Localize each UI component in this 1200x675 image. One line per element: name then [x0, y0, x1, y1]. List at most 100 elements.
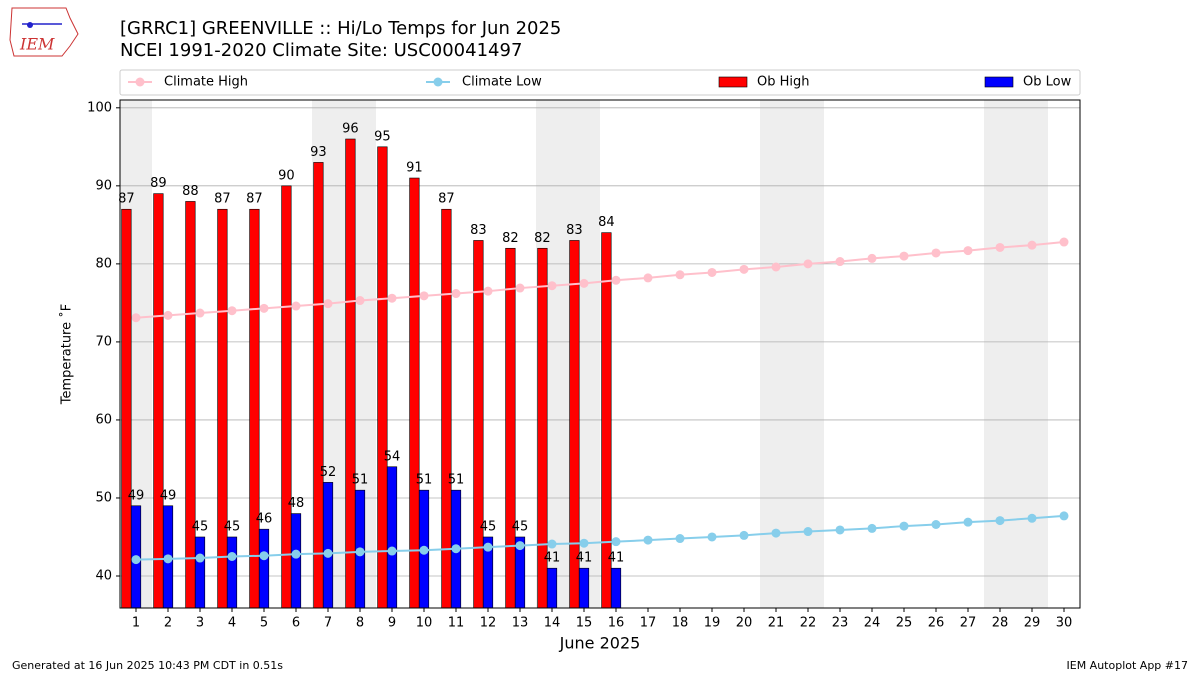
legend-swatch: [718, 76, 748, 88]
line-point: [515, 283, 525, 293]
line-point: [515, 541, 525, 551]
data-label: 45: [480, 519, 497, 534]
line-point: [259, 551, 269, 561]
bar: [290, 513, 302, 609]
line-point: [643, 273, 653, 283]
x-tick-label: 19: [704, 616, 721, 631]
data-label: 48: [288, 496, 305, 511]
x-tick-label: 15: [576, 616, 593, 631]
line-point: [387, 293, 397, 303]
y-tick-label: 80: [95, 256, 112, 271]
y-tick-label: 90: [95, 178, 112, 193]
y-tick-label: 50: [95, 490, 112, 505]
x-tick-label: 2: [164, 616, 172, 631]
data-label: 51: [416, 473, 433, 488]
x-tick-label: 13: [512, 616, 529, 631]
data-label: 96: [342, 122, 359, 137]
data-label: 87: [214, 192, 231, 207]
bar: [226, 536, 238, 609]
line-point: [1027, 240, 1037, 250]
line-point: [931, 520, 941, 530]
line-point: [771, 528, 781, 538]
x-tick-label: 25: [896, 616, 913, 631]
line-point: [227, 306, 237, 316]
bar: [505, 247, 516, 609]
x-tick-label: 10: [416, 616, 433, 631]
data-label: 45: [512, 519, 529, 534]
line-point: [483, 542, 493, 552]
line-point: [195, 553, 205, 563]
data-label: 91: [406, 161, 423, 176]
data-label: 82: [534, 231, 551, 246]
data-label: 82: [502, 231, 519, 246]
line-point: [483, 286, 493, 296]
data-label: 87: [118, 192, 135, 207]
line-point: [675, 534, 685, 544]
legend-marker: [135, 77, 145, 87]
bar: [313, 162, 324, 609]
footer-right: IEM Autoplot App #17: [1067, 659, 1189, 672]
y-tick-label: 70: [95, 334, 112, 349]
data-label: 49: [160, 488, 177, 503]
data-label: 51: [352, 473, 369, 488]
line-point: [611, 537, 621, 547]
line-point: [803, 527, 813, 537]
line-point: [291, 549, 301, 559]
line-point: [611, 275, 621, 285]
legend-label: Climate High: [164, 75, 248, 90]
bar: [322, 482, 334, 609]
line-point: [227, 551, 237, 561]
y-tick-label: 60: [95, 412, 112, 427]
data-label: 54: [384, 449, 401, 464]
line-point: [451, 289, 461, 299]
line-point: [163, 310, 173, 320]
bar: [377, 146, 388, 609]
legend-box: [119, 69, 1081, 96]
x-tick-label: 24: [864, 616, 881, 631]
x-tick-label: 30: [1056, 616, 1073, 631]
x-tick-label: 22: [800, 616, 817, 631]
x-tick-label: 23: [832, 616, 849, 631]
x-tick-label: 1: [132, 616, 140, 631]
x-tick-label: 12: [480, 616, 497, 631]
line-point: [131, 313, 141, 323]
x-tick-label: 28: [992, 616, 1009, 631]
legend-label: Ob High: [757, 75, 810, 90]
data-label: 45: [192, 519, 209, 534]
legend-label: Climate Low: [462, 75, 542, 90]
line-point: [547, 539, 557, 549]
line-point: [579, 538, 589, 548]
x-tick-label: 14: [544, 616, 561, 631]
legend-swatch: [984, 76, 1014, 88]
data-label: 84: [598, 215, 615, 230]
y-tick-label: 100: [87, 100, 112, 115]
x-tick-label: 16: [608, 616, 625, 631]
bar: [194, 536, 206, 609]
data-label: 95: [374, 129, 391, 144]
bar: [578, 567, 590, 609]
weekend-shade: [1016, 100, 1048, 608]
line-point: [675, 270, 685, 280]
line-point: [419, 291, 429, 301]
data-label: 52: [320, 465, 337, 480]
data-label: 49: [128, 488, 145, 503]
bar: [409, 177, 420, 609]
line-point: [963, 246, 973, 256]
weekend-shade: [792, 100, 824, 608]
data-label: 87: [438, 192, 455, 207]
line-point: [1059, 511, 1069, 521]
line-point: [867, 523, 877, 533]
x-tick-label: 8: [356, 616, 364, 631]
line-point: [1027, 513, 1037, 523]
y-tick-label: 40: [95, 569, 112, 584]
line-point: [803, 259, 813, 269]
x-tick-label: 26: [928, 616, 945, 631]
logo-text: IEM: [19, 35, 55, 54]
bar: [546, 567, 558, 609]
data-label: 46: [256, 512, 273, 527]
data-label: 89: [150, 176, 167, 191]
line-point: [995, 242, 1005, 252]
line-point: [355, 296, 365, 306]
